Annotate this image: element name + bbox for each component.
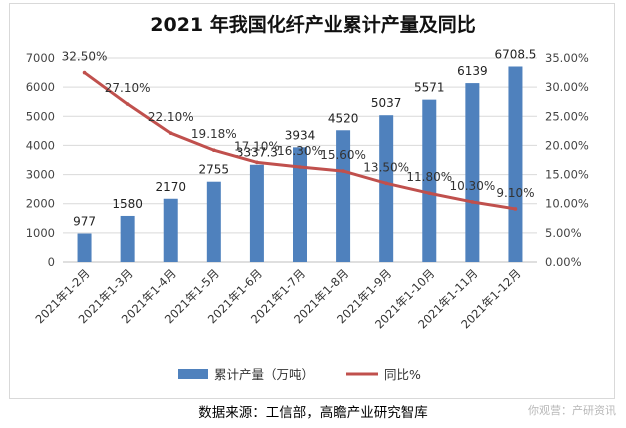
bar-value-label: 977 — [73, 215, 96, 229]
bar-value-label: 2170 — [155, 180, 186, 194]
bar — [293, 147, 307, 262]
yoy-point — [168, 131, 173, 135]
yoy-point — [513, 207, 518, 211]
y-left-tick-label: 5000 — [26, 109, 55, 123]
line-value-label: 10.30% — [449, 179, 495, 193]
y-left-tick-label: 6000 — [26, 80, 55, 94]
bar — [508, 66, 523, 262]
yoy-point — [384, 181, 388, 186]
y-left-tick-label: 0 — [48, 255, 55, 269]
y-left-tick-label: 1000 — [26, 226, 55, 240]
y-right-tick-label: 5.00% — [545, 226, 582, 240]
line-value-label: 32.50% — [62, 50, 108, 64]
yoy-point — [82, 70, 87, 75]
bar — [163, 198, 178, 262]
line-value-label: 16.30% — [277, 144, 323, 158]
yoy-point — [212, 148, 216, 153]
y-left-tick-label: 7000 — [26, 51, 55, 65]
bar — [465, 83, 480, 262]
line-value-label: 22.10% — [148, 110, 194, 124]
bar-value-label: 6708.5 — [494, 47, 536, 61]
y-right-tick-label: 0.00% — [545, 255, 582, 269]
source-note: 数据来源：工信部，高瞻产业研究智库 — [198, 405, 428, 421]
y-right-tick-label: 30.00% — [545, 80, 589, 94]
bar-value-label: 1580 — [112, 197, 143, 211]
bar — [206, 181, 221, 262]
bar — [249, 164, 264, 262]
y-right-tick-label: 25.00% — [545, 109, 589, 123]
line-value-label: 17.10% — [234, 139, 280, 153]
yoy-point — [470, 200, 475, 204]
y-right-tick-label: 35.00% — [545, 51, 589, 65]
line-value-label: 15.60% — [320, 148, 366, 162]
line-value-label: 27.10% — [105, 81, 151, 95]
bar-value-label: 3337.3 — [236, 146, 278, 160]
line-value-label: 9.10% — [496, 186, 534, 200]
y-left-tick-label: 3000 — [26, 168, 55, 182]
bar-value-label: 6139 — [457, 64, 488, 78]
watermark: 你观营：产研资讯 — [528, 404, 616, 417]
yoy-point — [427, 191, 432, 196]
yoy-point — [298, 165, 302, 169]
legend-label-line: 同比% — [384, 367, 421, 382]
bar-value-label: 2755 — [199, 163, 230, 177]
bar-value-label: 5037 — [371, 96, 402, 110]
yoy-point — [125, 102, 130, 106]
bar — [120, 215, 135, 262]
yoy-point — [341, 169, 345, 173]
bar-value-label: 5571 — [414, 81, 445, 95]
legend-label-bars: 累计产量（万吨） — [214, 367, 314, 382]
bar-value-label: 4520 — [328, 111, 359, 125]
y-right-tick-label: 20.00% — [545, 138, 589, 152]
bar — [422, 99, 437, 262]
line-value-label: 11.80% — [406, 170, 452, 184]
y-right-tick-label: 10.00% — [545, 197, 589, 211]
bar-value-label: 3934 — [285, 128, 316, 142]
chart-title: 2021 年我国化纤产业累计产量及同比 — [150, 14, 476, 36]
y-left-tick-label: 2000 — [26, 197, 55, 211]
legend-swatch-bars — [178, 369, 208, 379]
bar — [379, 115, 394, 262]
bar — [336, 130, 351, 262]
bar — [77, 233, 92, 262]
y-right-tick-label: 15.00% — [545, 168, 589, 182]
line-value-label: 13.50% — [363, 160, 409, 174]
line-value-label: 19.18% — [191, 127, 237, 141]
y-left-tick-label: 4000 — [26, 138, 55, 152]
yoy-point — [255, 160, 259, 165]
